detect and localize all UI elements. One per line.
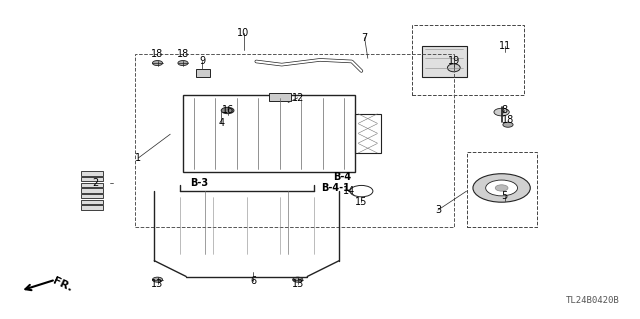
- Circle shape: [495, 185, 508, 191]
- Text: TL24B0420B: TL24B0420B: [566, 296, 620, 305]
- Bar: [81, 194, 103, 198]
- Text: 2: 2: [93, 178, 99, 188]
- Text: 13: 13: [292, 279, 304, 289]
- Text: 19: 19: [448, 56, 460, 66]
- Bar: [81, 205, 103, 210]
- Text: 3: 3: [435, 205, 441, 215]
- Text: 8: 8: [502, 106, 508, 115]
- Bar: [467, 152, 537, 227]
- Bar: [412, 25, 524, 95]
- Bar: [135, 54, 454, 227]
- Text: 14: 14: [342, 186, 355, 196]
- Circle shape: [152, 61, 163, 66]
- Bar: [81, 171, 103, 176]
- Circle shape: [178, 61, 188, 66]
- Bar: [81, 200, 103, 204]
- Bar: [196, 69, 210, 77]
- Text: 4: 4: [218, 118, 224, 128]
- Text: 1: 1: [135, 153, 141, 163]
- Circle shape: [152, 277, 163, 282]
- Text: 18: 18: [152, 48, 164, 59]
- Circle shape: [292, 277, 303, 282]
- Circle shape: [221, 107, 234, 114]
- Text: B-3: B-3: [190, 178, 208, 188]
- Circle shape: [503, 122, 513, 127]
- Bar: [355, 114, 381, 153]
- Bar: [81, 182, 103, 187]
- Circle shape: [486, 180, 518, 196]
- Text: 12: 12: [291, 93, 304, 103]
- Bar: [81, 188, 103, 193]
- Text: 7: 7: [362, 33, 368, 43]
- Text: 5: 5: [502, 191, 508, 201]
- Text: 15: 15: [355, 197, 367, 207]
- Text: 13: 13: [152, 279, 164, 289]
- Bar: [269, 93, 291, 101]
- Text: B-4-1: B-4-1: [321, 183, 350, 193]
- Text: B-4: B-4: [333, 172, 351, 182]
- Circle shape: [494, 108, 509, 116]
- Circle shape: [473, 174, 531, 202]
- Bar: [81, 177, 103, 181]
- Text: 6: 6: [250, 276, 256, 286]
- Text: 10: 10: [237, 28, 250, 38]
- Ellipse shape: [447, 64, 460, 72]
- Text: 11: 11: [499, 41, 511, 51]
- Bar: [422, 46, 467, 77]
- Text: 16: 16: [221, 106, 234, 115]
- Text: FR.: FR.: [51, 276, 74, 293]
- Bar: [183, 95, 355, 172]
- Text: 9: 9: [199, 56, 205, 66]
- Text: 18: 18: [177, 48, 189, 59]
- Text: 18: 18: [502, 115, 514, 125]
